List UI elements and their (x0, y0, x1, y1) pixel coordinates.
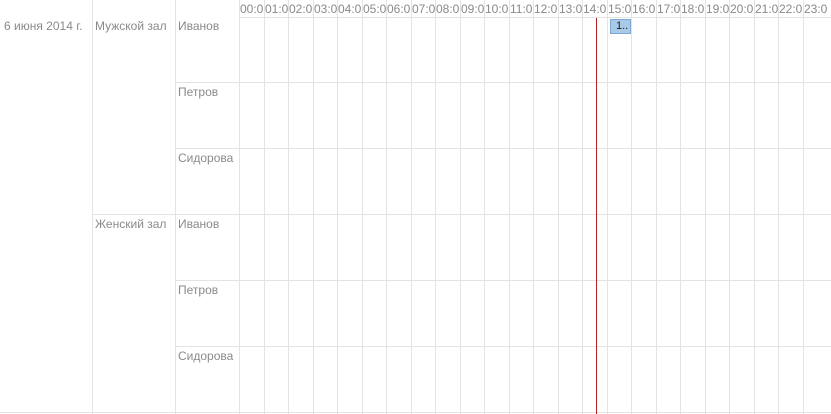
hour-header: 09:0 (461, 2, 485, 16)
hall-label: Мужской зал (95, 19, 167, 33)
hour-divider (484, 0, 485, 414)
hour-header: 06:0 (387, 2, 411, 16)
date-column-divider (92, 0, 93, 414)
hour-divider (313, 0, 314, 414)
staff-label: Сидорова (178, 349, 234, 363)
hour-divider (264, 0, 265, 414)
row-divider (175, 148, 831, 149)
current-time-indicator (596, 18, 597, 414)
row-divider (175, 82, 831, 83)
hour-header: 00:0 (240, 2, 264, 16)
hour-divider (386, 0, 387, 414)
hour-divider (803, 0, 804, 414)
row-divider (175, 280, 831, 281)
hour-header: 04:0 (338, 2, 362, 16)
hour-header: 17:0 (657, 2, 681, 16)
row-divider (92, 214, 831, 215)
hour-divider (411, 0, 412, 414)
hour-divider (288, 0, 289, 414)
hour-divider (337, 0, 338, 414)
hour-header: 15:0 (608, 2, 632, 16)
hour-divider (705, 0, 706, 414)
hour-header: 08:0 (436, 2, 460, 16)
appointment-block[interactable]: 1.. (610, 19, 631, 34)
hour-divider (582, 0, 583, 414)
hour-divider (729, 0, 730, 414)
hour-divider (778, 0, 779, 414)
hour-divider (607, 0, 608, 414)
hour-header: 07:0 (412, 2, 436, 16)
hour-header: 19:0 (706, 2, 730, 16)
hour-divider (533, 0, 534, 414)
hour-header: 21:0 (755, 2, 779, 16)
hour-header: 14:0 (583, 2, 607, 16)
staff-label: Сидорова (178, 151, 234, 165)
staff-label: Петров (178, 85, 219, 99)
staff-column-divider (239, 0, 240, 414)
row-divider (175, 346, 831, 347)
hour-divider (435, 0, 436, 414)
hour-divider (362, 0, 363, 414)
header-divider (239, 17, 831, 18)
hour-header: 01:0 (265, 2, 289, 16)
hall-column-divider (175, 0, 176, 414)
hour-header: 02:0 (289, 2, 313, 16)
hour-divider (656, 0, 657, 414)
hour-divider (558, 0, 559, 414)
hour-header: 10:0 (485, 2, 509, 16)
bottom-border (0, 412, 831, 413)
hour-divider (460, 0, 461, 414)
staff-label: Иванов (178, 217, 220, 231)
hour-header: 03:0 (314, 2, 338, 16)
hour-divider (754, 0, 755, 414)
hour-header: 18:0 (681, 2, 705, 16)
hour-header: 20:0 (730, 2, 754, 16)
hour-divider (631, 0, 632, 414)
hour-divider (680, 0, 681, 414)
hour-divider (509, 0, 510, 414)
hall-label: Женский зал (95, 217, 167, 231)
hour-header: 16:0 (632, 2, 656, 16)
hour-header: 05:0 (363, 2, 387, 16)
hour-header: 11:0 (510, 2, 533, 16)
hour-header: 22:0 (779, 2, 803, 16)
hour-header: 13:0 (559, 2, 583, 16)
hour-header: 23:0 (804, 2, 828, 16)
date-label: 6 июня 2014 г. (4, 19, 83, 33)
staff-label: Петров (178, 283, 219, 297)
staff-label: Иванов (178, 19, 220, 33)
hour-header: 12:0 (534, 2, 558, 16)
